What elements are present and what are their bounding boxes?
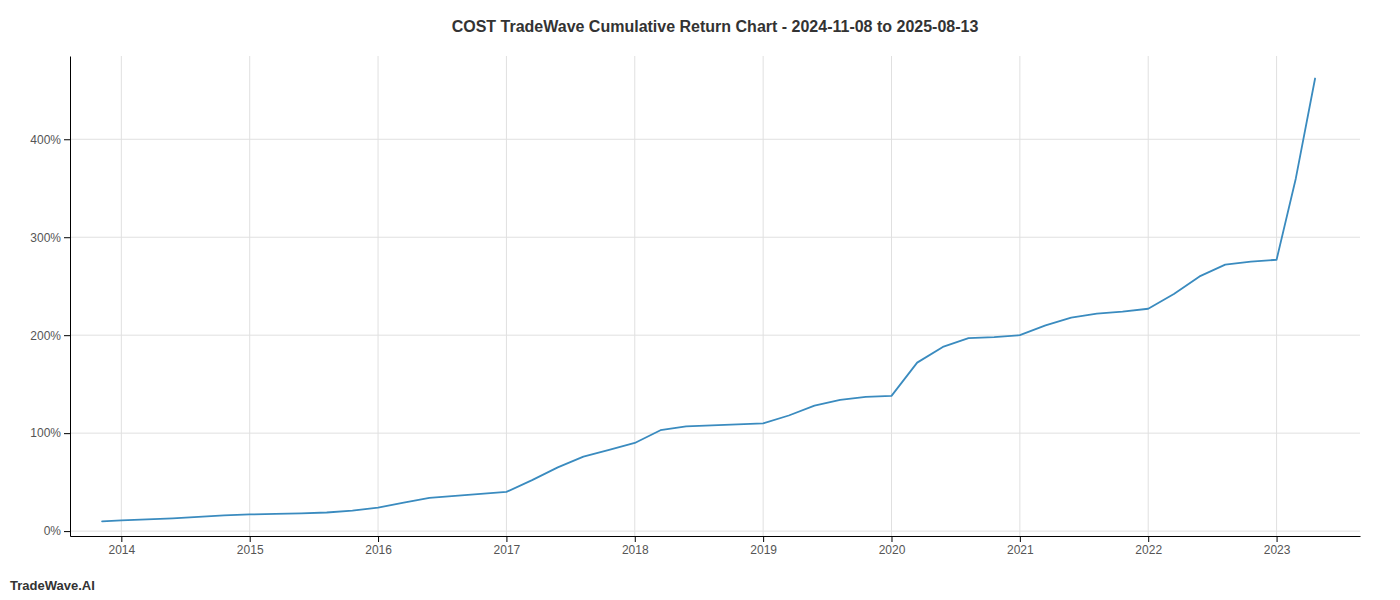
- y-axis: 0% 100% 200% 300% 400%: [30, 57, 70, 539]
- x-tick-label: 2019: [750, 543, 777, 557]
- title: COST TradeWave Cumulative Return Chart -…: [452, 18, 979, 35]
- x-tick-mark: [378, 536, 379, 542]
- x-tick-label: 2018: [622, 543, 649, 557]
- x-tick-label: 2017: [494, 543, 521, 557]
- x-tick-mark: [763, 536, 764, 542]
- x-axis-line: [71, 536, 1361, 537]
- x-tick-mark: [635, 536, 636, 542]
- y-tick: 400%: [30, 133, 70, 147]
- x-tick-label: 2016: [365, 543, 392, 557]
- watermark: TradeWave.AI: [10, 578, 95, 593]
- grid-line: [70, 139, 1360, 140]
- grid-line: [634, 56, 635, 536]
- grid-line: [1019, 56, 1020, 536]
- x-tick: 2015: [237, 536, 264, 557]
- grid: [70, 56, 1360, 536]
- x-tick-label: 2020: [879, 543, 906, 557]
- y-tick-label: 200%: [30, 329, 61, 343]
- x-tick-mark: [506, 536, 507, 542]
- x-tick-mark: [1277, 536, 1278, 542]
- y-tick-label: 0%: [44, 524, 62, 538]
- y-tick-mark: [64, 433, 70, 434]
- grid-line: [1148, 56, 1149, 536]
- grid-line: [70, 335, 1360, 336]
- y-tick-mark: [64, 237, 70, 238]
- grid-line: [1276, 56, 1277, 536]
- y-tick-mark: [64, 335, 70, 336]
- grid-line: [70, 237, 1360, 238]
- x-tick-label: 2022: [1135, 543, 1162, 557]
- x-tick: 2021: [1007, 536, 1034, 557]
- line: [102, 79, 1315, 522]
- y-tick: 300%: [30, 231, 70, 245]
- x-tick-label: 2015: [237, 543, 264, 557]
- grid-line: [378, 56, 379, 536]
- y-axis-line: [70, 57, 71, 537]
- x-tick: 2023: [1264, 536, 1291, 557]
- x-tick-mark: [1020, 536, 1021, 542]
- y-tick-label: 300%: [30, 231, 61, 245]
- x-tick: 2018: [622, 536, 649, 557]
- x-tick: 2019: [750, 536, 777, 557]
- x-tick: 2020: [879, 536, 906, 557]
- x-tick-label: 2021: [1007, 543, 1034, 557]
- x-tick: 2017: [494, 536, 521, 557]
- y-tick: 200%: [30, 329, 70, 343]
- y-tick: 0%: [44, 524, 70, 538]
- x-axis: 2014 2015 2016 2017 2018 2019 2020 2021 2022 2023: [71, 536, 1361, 557]
- y-tick-label: 100%: [30, 426, 61, 440]
- grid-line: [70, 531, 1360, 532]
- grid-line: [249, 56, 250, 536]
- x-tick-label: 2023: [1264, 543, 1291, 557]
- grid-line: [121, 56, 122, 536]
- plot-area: 2014 2015 2016 2017 2018 2019 2020 2021 2022 2023…: [30, 56, 1360, 557]
- y-tick-mark: [64, 139, 70, 140]
- grid-line: [506, 56, 507, 536]
- x-tick: 2016: [365, 536, 392, 557]
- x-tick-mark: [1148, 536, 1149, 542]
- y-tick: 100%: [30, 426, 70, 440]
- chart: 2014 2015 2016 2017 2018 2019 2020 2021 2022 2023…: [0, 0, 1400, 600]
- x-tick-label: 2014: [108, 543, 135, 557]
- y-tick-label: 400%: [30, 133, 61, 147]
- x-tick: 2022: [1135, 536, 1162, 557]
- grid-line: [891, 56, 892, 536]
- x-tick: 2014: [108, 536, 135, 557]
- grid-line: [763, 56, 764, 536]
- marks: [102, 79, 1315, 522]
- grid-line: [70, 433, 1360, 434]
- y-tick-mark: [64, 531, 70, 532]
- x-tick-mark: [891, 536, 892, 542]
- x-tick-mark: [250, 536, 251, 542]
- x-tick-mark: [121, 536, 122, 542]
